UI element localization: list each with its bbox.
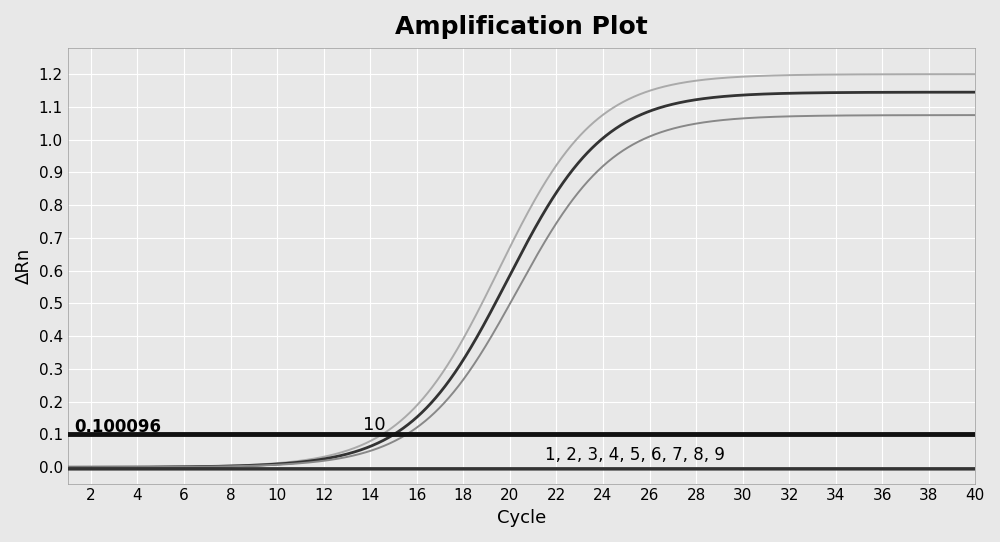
Text: 1, 2, 3, 4, 5, 6, 7, 8, 9: 1, 2, 3, 4, 5, 6, 7, 8, 9 (545, 446, 725, 464)
X-axis label: Cycle: Cycle (497, 509, 546, 527)
Title: Amplification Plot: Amplification Plot (395, 15, 648, 39)
Y-axis label: ΔRn: ΔRn (15, 248, 33, 284)
Text: 0.100096: 0.100096 (75, 418, 162, 436)
Text: 10: 10 (363, 416, 386, 434)
